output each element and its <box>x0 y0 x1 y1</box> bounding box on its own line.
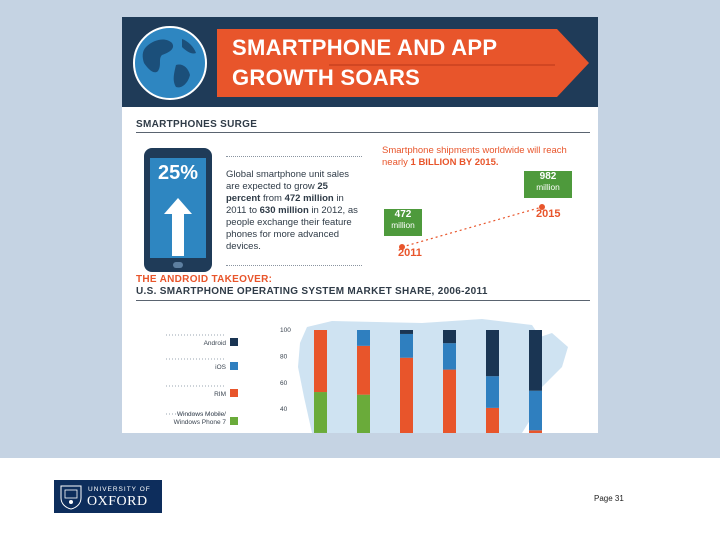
bar-segment <box>529 330 542 391</box>
bar-segment <box>443 330 456 344</box>
dotted-divider <box>226 156 362 157</box>
body-text-part: in 2012, as people exchange their featur… <box>226 205 358 252</box>
y-tick-label: 80 <box>280 353 288 360</box>
callout-2015-unit: million <box>536 182 560 192</box>
section-rule <box>136 132 590 133</box>
section-heading-smartphones: SMARTPHONES SURGE <box>136 119 258 130</box>
legend-item: RIM <box>166 385 238 398</box>
year-2011-label: 2011 <box>398 247 422 259</box>
body-text-bold: 472 million <box>284 193 334 204</box>
logo-university-of: UNIVERSITY OF <box>88 486 151 493</box>
legend-item: Android <box>166 334 238 347</box>
bar-segment <box>529 390 542 431</box>
callout-2011-unit: million <box>391 220 415 230</box>
y-tick-label: 60 <box>280 380 288 387</box>
body-text-bold: 25 percent <box>226 181 328 204</box>
section-subheading-market-share: U.S. SMARTPHONE OPERATING SYSTEM MARKET … <box>136 286 488 297</box>
legend-label: Windows Mobile/ <box>177 411 226 418</box>
shipments-text-bold: 1 BILLION BY 2015. <box>410 157 499 168</box>
bar-segment <box>400 357 413 433</box>
y-tick-label: 100 <box>280 327 291 334</box>
growth-percent: 25% <box>157 162 199 184</box>
bar-segment <box>400 333 413 358</box>
growth-trend-line <box>399 204 545 250</box>
legend-label: Android <box>204 340 227 347</box>
up-arrow-icon <box>164 198 192 256</box>
bar-segment <box>443 343 456 370</box>
smartphone-body-text: Global smartphone unit sales are expecte… <box>226 169 362 253</box>
bar-segment <box>486 376 499 408</box>
bar-segment <box>357 330 370 346</box>
body-text-part: Global smartphone unit sales are expecte… <box>226 169 350 192</box>
bar-segment <box>314 330 327 393</box>
body-text-part: from <box>260 193 285 204</box>
market-share-chart: 10080604020AndroidiOSRIMWindows Mobile/W… <box>166 319 568 433</box>
bar-segment <box>443 369 456 433</box>
legend-swatch <box>230 338 238 346</box>
callout-2015-value: 982 <box>539 171 557 182</box>
legend-label: iOS <box>215 364 227 371</box>
y-tick-label: 40 <box>280 406 288 413</box>
shipments-text-part: Smartphone shipments worldwide will reac… <box>382 145 567 168</box>
phone-icon: 25% <box>144 148 212 272</box>
shipments-text: Smartphone shipments worldwide will reac… <box>382 145 582 169</box>
bar-segment <box>486 407 499 433</box>
callout-2011-value: 472 <box>394 209 412 220</box>
title-line-2: GROWTH SOARS <box>232 65 421 90</box>
phone-screen: 25% <box>150 158 206 258</box>
dotted-divider <box>226 265 362 266</box>
legend-label: Windows Phone 7 <box>174 419 227 426</box>
bar-segment <box>486 330 499 377</box>
body-text-part: in 2011 to <box>226 193 344 216</box>
crest-icon <box>60 485 82 510</box>
section-heading-android: THE ANDROID TAKEOVER: <box>136 274 273 285</box>
page-number: Page 31 <box>594 494 624 503</box>
title-banner: SMARTPHONE AND APP GROWTH SOARS <box>122 17 598 107</box>
legend-swatch <box>230 362 238 370</box>
callout-2011: 472 million <box>384 209 422 236</box>
callout-2015: 982 million <box>524 171 572 198</box>
title-line-1: SMARTPHONE AND APP <box>232 35 498 60</box>
legend-label: RIM <box>214 391 226 398</box>
legend-item: iOS <box>166 358 238 371</box>
section-rule <box>136 300 590 301</box>
year-2015-label: 2015 <box>536 208 561 220</box>
bar-segment <box>314 392 327 433</box>
bar-segment <box>357 345 370 395</box>
globe-icon <box>133 26 207 100</box>
banner-arrow <box>217 29 589 97</box>
phone-home-button <box>173 262 183 268</box>
body-text-bold: 630 million <box>259 205 309 216</box>
us-map-silhouette <box>298 319 568 433</box>
bar-segment <box>357 394 370 433</box>
infographic: SMARTPHONE AND APP GROWTH SOARS SMARTPHO… <box>122 17 598 433</box>
legend-swatch <box>230 417 238 425</box>
bar-segment <box>400 330 413 334</box>
logo-oxford: OXFORD <box>87 494 148 509</box>
legend-item: Windows Mobile/Windows Phone 7 <box>166 411 238 426</box>
oxford-logo: UNIVERSITY OF OXFORD <box>54 480 162 513</box>
bar-segment <box>529 430 542 433</box>
legend-swatch <box>230 389 238 397</box>
